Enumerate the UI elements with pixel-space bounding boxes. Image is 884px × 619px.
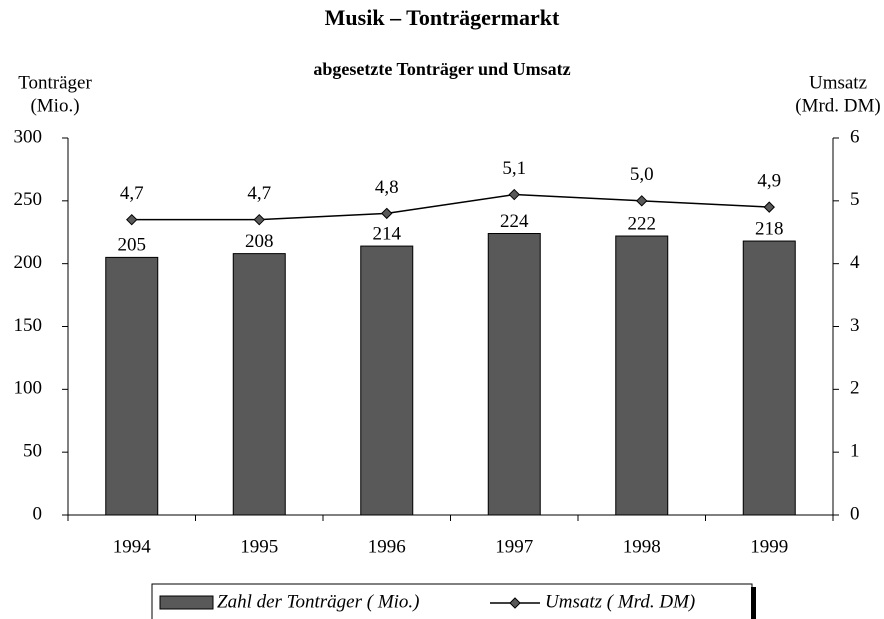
- y2-tick-label: 4: [850, 252, 860, 273]
- y2-tick-label: 5: [850, 189, 860, 210]
- y-tick-label: 200: [14, 252, 43, 273]
- x-tick-label: 1995: [240, 536, 278, 557]
- y2-tick-label: 6: [850, 126, 860, 147]
- bar: [742, 240, 796, 516]
- y2-axis-label: Umsatz: [809, 72, 867, 93]
- y-tick-label: 0: [33, 503, 43, 524]
- bar-value-label: 224: [500, 211, 529, 232]
- y2-tick-label: 1: [850, 441, 860, 462]
- legend-swatch: [159, 595, 214, 610]
- bar: [487, 233, 541, 516]
- y2-tick-label: 2: [850, 378, 860, 399]
- bar: [360, 245, 414, 516]
- y-tick-label: 50: [23, 441, 42, 462]
- bar: [105, 256, 159, 516]
- legend-box: [151, 583, 753, 619]
- line-value-label: 4,8: [375, 177, 399, 198]
- bar-value-label: 218: [755, 218, 784, 239]
- chart-title: Musik – Tonträgermarkt: [325, 5, 560, 30]
- x-tick-label: 1998: [623, 536, 661, 557]
- line-marker: [636, 195, 648, 207]
- x-tick-label: 1999: [750, 536, 788, 557]
- legend-shadow: [751, 587, 756, 619]
- y-tick-label: 150: [14, 315, 43, 336]
- line-value-label: 5,0: [630, 164, 654, 185]
- legend-label: Zahl der Tonträger ( Mio.): [217, 591, 420, 612]
- line-marker: [253, 213, 265, 226]
- bar: [615, 235, 669, 516]
- legend-marker: [509, 597, 521, 609]
- chart-subtitle: abgesetzte Tonträger und Umsatz: [313, 59, 570, 79]
- y2-tick-label: 3: [850, 315, 860, 336]
- line-marker: [381, 207, 393, 220]
- y2-tick-label: 0: [850, 503, 860, 524]
- x-tick-label: 1996: [368, 536, 406, 557]
- bar: [232, 253, 286, 516]
- y-axis-label: (Mio.): [30, 95, 79, 116]
- line-value-label: 5,1: [502, 158, 526, 179]
- y-tick-label: 250: [14, 189, 43, 210]
- bar-value-label: 222: [628, 213, 657, 234]
- legend-label: Umsatz ( Mrd. DM): [545, 591, 695, 612]
- line-marker: [763, 201, 775, 213]
- x-tick-label: 1997: [495, 536, 533, 557]
- bar-value-label: 205: [118, 235, 147, 256]
- y2-axis-label: (Mrd. DM): [795, 95, 881, 116]
- line-marker: [126, 213, 138, 226]
- y-axis-label: Tonträger: [18, 72, 92, 93]
- line: [131, 193, 770, 221]
- line-marker: [508, 188, 520, 201]
- line-value-label: 4,9: [757, 170, 781, 191]
- line-value-label: 4,7: [120, 183, 144, 204]
- bar-value-label: 214: [373, 223, 402, 244]
- y-tick-label: 300: [14, 126, 43, 147]
- bar-value-label: 208: [245, 231, 274, 252]
- line-value-label: 4,7: [247, 183, 271, 204]
- y-tick-label: 100: [14, 378, 43, 399]
- x-tick-label: 1994: [113, 536, 152, 557]
